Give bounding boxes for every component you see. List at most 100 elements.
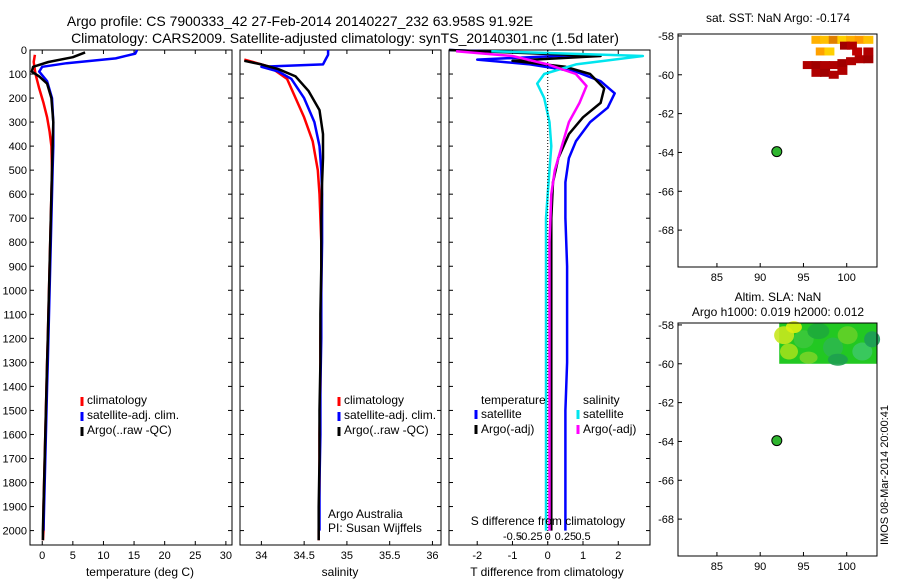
- difference-series-salinity-satellite: [491, 49, 645, 531]
- temperature-legend-label: satellite-adj. clim.: [87, 408, 179, 422]
- temperature-axes-frame: [29, 49, 233, 546]
- sla-patch: [837, 326, 858, 345]
- temperature-xtick-label: 10: [97, 550, 109, 562]
- sst-cell: [846, 35, 857, 44]
- temperature-ytick-label: 1400: [3, 381, 27, 393]
- sst-ytick-label: -68: [658, 225, 674, 237]
- temperature-ytick-label: 1800: [3, 478, 27, 490]
- sst-cell: [828, 61, 839, 70]
- difference-series-salinity-argo-adj-: [455, 49, 588, 531]
- sla-ytick-label: -68: [658, 514, 674, 526]
- temperature-ytick-label: 100: [9, 69, 27, 81]
- sst-cell: [828, 70, 839, 79]
- temperature-xlabel: temperature (deg C): [86, 565, 194, 579]
- sst-cell: [820, 35, 831, 44]
- temperature-ytick-label: 300: [9, 117, 27, 129]
- temperature-ytick-label: 600: [9, 189, 27, 201]
- sla-map-subtitle: Argo h1000: 0.019 h2000: 0.012: [692, 305, 864, 319]
- temperature-ytick-label: 1900: [3, 502, 27, 514]
- salinity-xtick-label: 35.5: [379, 550, 400, 562]
- difference-axes-frame: [448, 49, 651, 546]
- salinity-legend-label: Argo(..raw -QC): [344, 423, 429, 437]
- difference-s-tick-label: -0.5: [503, 531, 522, 543]
- temperature-ytick-label: 800: [9, 237, 27, 249]
- temperature-xtick-label: 30: [220, 550, 232, 562]
- sla-patch: [799, 351, 818, 364]
- difference-series-temperature-satellite: [448, 48, 616, 531]
- salinity-series-argo-raw-qc-: [244, 59, 325, 541]
- sst-cell: [802, 61, 813, 70]
- temperature-panel: 0 5 10 15 20 25 300100200300400500600700800900…: [3, 45, 233, 562]
- difference-s-tick-label: 0: [545, 531, 551, 543]
- sst-map-title: sat. SST: NaN Argo: -0.174: [706, 11, 850, 25]
- temperature-ytick-label: 500: [9, 165, 27, 177]
- salinity-xlabel: salinity: [322, 565, 359, 579]
- temperature-ytick-label: 2000: [3, 526, 27, 538]
- sla-patch: [864, 331, 881, 348]
- sla-xtick-label: 100: [838, 561, 856, 573]
- sst-xtick-label: 95: [797, 272, 809, 284]
- difference-legend-label: satellite: [481, 407, 522, 421]
- salinity-legend-label: satellite-adj. clim.: [344, 408, 436, 422]
- sla-map-panel: 85 90 95 100 -58 -60 -62 -64 -66 -68: [658, 320, 881, 573]
- salinity-panel: 34 34.5 35 35.5 36 climatologysatellite-adj. …: [239, 49, 442, 562]
- sst-cell: [863, 55, 874, 64]
- salinity-legend-label: climatology: [344, 393, 404, 407]
- sst-cell: [824, 47, 835, 56]
- temperature-series-argo-raw-qc-: [30, 51, 86, 541]
- temperature-ytick-label: 1000: [3, 285, 27, 297]
- temperature-ytick-label: 1300: [3, 357, 27, 369]
- sst-ytick-label: -58: [658, 31, 674, 43]
- sst-cell: [811, 35, 822, 44]
- sla-map-title: Altim. SLA: NaN: [735, 290, 822, 304]
- temperature-ytick-label: 1700: [3, 453, 27, 465]
- temperature-ytick-label: 700: [9, 213, 27, 225]
- sst-cell: [852, 47, 863, 56]
- sst-cell: [839, 41, 850, 50]
- temperature-legend-label: Argo(..raw -QC): [87, 423, 172, 437]
- sst-ytick-label: -66: [658, 186, 674, 198]
- difference-xtick-label: -2: [472, 550, 482, 562]
- sst-cell: [837, 59, 848, 68]
- sst-cell: [854, 35, 865, 44]
- difference-legend-salinity-heading: salinity: [583, 393, 620, 407]
- temperature-ytick-label: 900: [9, 261, 27, 273]
- temperature-ytick-label: 1100: [3, 309, 27, 321]
- difference-s-tick-label: 0.5: [575, 531, 590, 543]
- difference-s-tick-label: -0.25: [518, 531, 543, 543]
- sst-cell: [820, 61, 831, 70]
- salinity-series-climatology: [243, 58, 323, 541]
- sla-ytick-label: -62: [658, 398, 674, 410]
- sst-cell: [820, 68, 831, 77]
- sla-argo-marker: [771, 435, 783, 447]
- temperature-ytick-label: 1500: [3, 405, 27, 417]
- sst-cell: [863, 47, 874, 56]
- sla-xtick-label: 95: [797, 561, 809, 573]
- sla-patch: [780, 343, 799, 360]
- sst-cell: [811, 68, 822, 77]
- temperature-xtick-label: 5: [70, 550, 76, 562]
- sst-xtick-label: 100: [838, 272, 856, 284]
- sst-cell: [846, 41, 857, 50]
- sst-cell: [846, 57, 857, 66]
- sla-ytick-label: -64: [658, 436, 674, 448]
- figure-title-line2: Climatology: CARS2009. Satellite-adjuste…: [71, 30, 619, 46]
- salinity-xtick-label: 34.5: [293, 550, 314, 562]
- sst-cell: [837, 35, 848, 44]
- sst-xtick-label: 90: [754, 272, 766, 284]
- difference-legend-label: satellite: [583, 407, 624, 421]
- sst-ytick-label: -62: [658, 109, 674, 121]
- difference-top-label: S difference from climatology: [471, 514, 626, 528]
- difference-xtick-label: 1: [580, 550, 586, 562]
- temperature-xtick-label: 0: [39, 550, 45, 562]
- temperature-xtick-label: 25: [189, 550, 201, 562]
- difference-legend-label: Argo(-adj): [481, 422, 534, 436]
- difference-legend-label: Argo(-adj): [583, 422, 636, 436]
- sla-ytick-label: -60: [658, 359, 674, 371]
- argo-australia-annotation: Argo Australia: [328, 507, 403, 521]
- temperature-ytick-label: 1200: [3, 333, 27, 345]
- difference-legend-temperature-heading: temperature: [481, 393, 546, 407]
- temperature-ytick-label: 1600: [3, 429, 27, 441]
- sst-cell: [815, 47, 826, 56]
